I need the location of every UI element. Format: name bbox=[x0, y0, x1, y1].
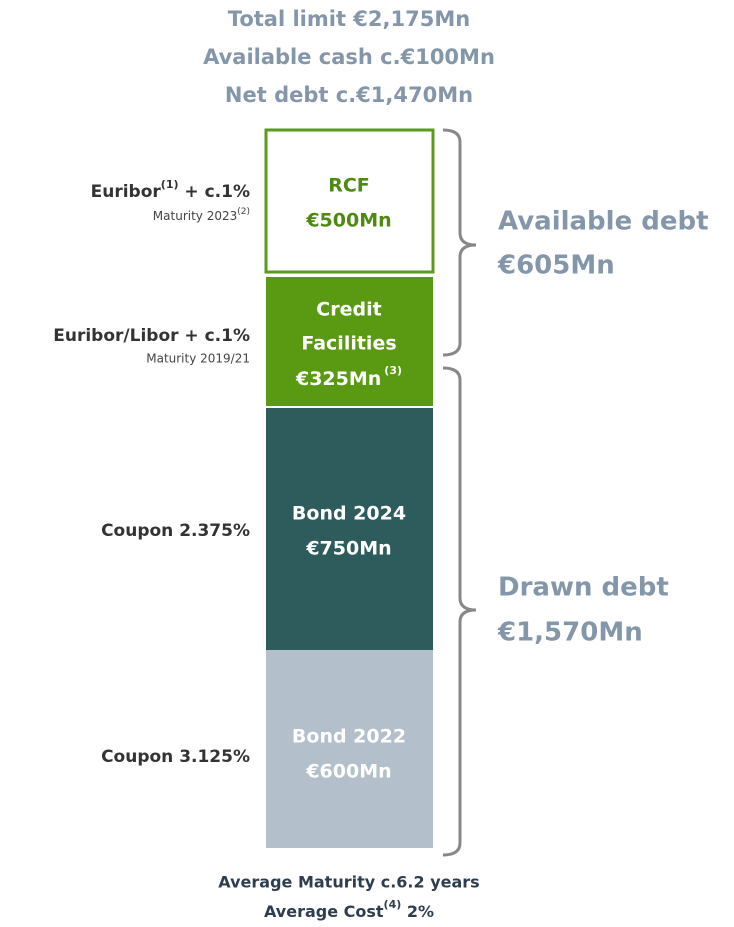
credit-block bbox=[266, 277, 433, 406]
bracket-amount: €605Mn bbox=[497, 251, 615, 281]
bracket bbox=[442, 366, 477, 857]
header-line: Total limit €2,175Mn bbox=[228, 7, 470, 31]
sup: (4) bbox=[384, 898, 402, 911]
rcf-block bbox=[264, 128, 435, 274]
block-name: RCF bbox=[328, 175, 370, 197]
left-sublabel: Maturity 2019/21 bbox=[146, 352, 250, 366]
label: + c.1% bbox=[179, 182, 250, 202]
label: 2% bbox=[401, 902, 434, 921]
left-label: Coupon 2.375% bbox=[101, 521, 250, 541]
block-name: Bond 2024 bbox=[292, 503, 406, 525]
block-name: Bond 2022 bbox=[292, 726, 406, 748]
header-line: Available cash c.€100Mn bbox=[203, 45, 495, 69]
bracket-label: Drawn debt bbox=[498, 573, 669, 603]
footer-line: Average Maturity c.6.2 years bbox=[218, 873, 479, 892]
left-label: Coupon 3.125% bbox=[101, 747, 250, 767]
footer-line: Average Cost(4) 2% bbox=[264, 898, 434, 921]
bond-2024-block bbox=[266, 408, 433, 650]
header-line: Net debt c.€1,470Mn bbox=[225, 83, 473, 107]
bond-2022-block bbox=[266, 650, 433, 848]
sup: (1) bbox=[161, 178, 179, 191]
block-amount: €750Mn bbox=[305, 538, 391, 560]
amount: €325Mn bbox=[295, 368, 381, 390]
label: Average Cost bbox=[264, 902, 384, 921]
label: Euribor bbox=[91, 182, 162, 202]
bracket-label: Available debt bbox=[498, 207, 709, 237]
left-label: Euribor(1) + c.1% bbox=[91, 178, 250, 202]
bracket bbox=[442, 128, 477, 357]
block-amount: €500Mn bbox=[305, 210, 391, 232]
label: Maturity 2023 bbox=[153, 209, 237, 223]
block-name: Credit bbox=[316, 299, 381, 321]
bracket-amount: €1,570Mn bbox=[497, 618, 643, 648]
sup: (2) bbox=[237, 207, 250, 217]
left-sublabel: Maturity 2023(2) bbox=[153, 207, 250, 223]
left-label: Euribor/Libor + c.1% bbox=[53, 326, 250, 346]
block-amount: €600Mn bbox=[305, 761, 391, 783]
note: (3) bbox=[384, 364, 402, 377]
block-amount: €325Mn (3) bbox=[295, 364, 402, 390]
block-name: Facilities bbox=[301, 333, 396, 355]
